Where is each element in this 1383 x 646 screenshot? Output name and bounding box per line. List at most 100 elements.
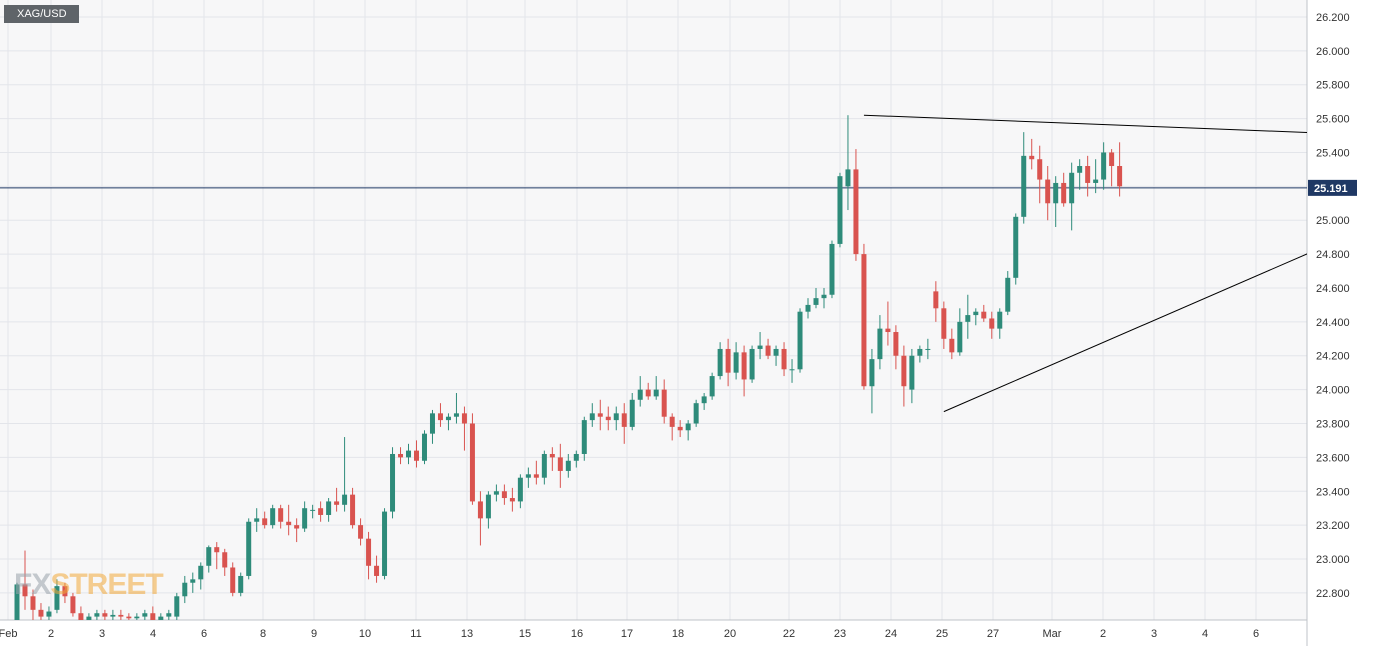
candle-body: [1061, 182, 1067, 204]
fxstreet-watermark-logo: FXSTREET: [14, 568, 164, 602]
candle-body: [677, 426, 683, 431]
candle-body: [525, 474, 531, 478]
x-tick-label: 23: [834, 628, 846, 640]
y-tick-label: 23.200: [1316, 520, 1350, 532]
y-tick-label: 24.200: [1316, 351, 1350, 363]
candle-body: [406, 450, 412, 458]
candle-body: [989, 318, 995, 329]
candle-body: [533, 474, 539, 478]
candle-body: [14, 584, 20, 620]
candle-body: [366, 538, 372, 566]
candle-body: [318, 508, 324, 515]
current-price-badge-arrow: [1308, 182, 1313, 193]
candle-body: [1021, 155, 1027, 217]
candle-body: [1069, 172, 1075, 204]
candle-body: [741, 352, 747, 380]
x-tick-label: 3: [99, 628, 105, 640]
x-tick-label: 4: [150, 628, 156, 640]
x-tick-label: 17: [621, 628, 633, 640]
x-tick-label: 22: [783, 628, 795, 640]
candle-body: [645, 389, 651, 397]
candle-body: [685, 423, 691, 431]
candle-body: [374, 565, 380, 576]
candle-body: [981, 311, 987, 319]
x-tick-label: 6: [201, 628, 207, 640]
candle-body: [757, 345, 763, 349]
y-tick-label: 23.000: [1316, 554, 1350, 566]
candle-body: [701, 396, 707, 404]
y-tick-label: 22.800: [1316, 588, 1350, 600]
x-tick-label: Feb: [0, 628, 17, 640]
candle-body: [429, 413, 435, 434]
candle-body: [246, 521, 252, 576]
candle-body: [661, 389, 667, 417]
x-tick-label: 15: [519, 628, 531, 640]
candle-body: [270, 508, 276, 526]
candle-body: [398, 453, 404, 458]
candle-body: [565, 460, 571, 471]
candle-body: [1013, 216, 1019, 278]
candle-body: [70, 596, 76, 614]
candle-body: [549, 453, 555, 458]
candle-body: [198, 565, 204, 580]
candle-body: [358, 525, 364, 539]
candle-body: [725, 348, 731, 373]
candle-body: [997, 311, 1003, 329]
candle-body: [1101, 152, 1107, 180]
plot-area: [0, 0, 1307, 620]
candle-body: [158, 616, 164, 620]
candle-body: [557, 457, 563, 471]
x-tick-label: 20: [724, 628, 736, 640]
candle-body: [238, 575, 244, 593]
candle-body: [278, 508, 284, 522]
x-tick-label: 8: [260, 628, 266, 640]
candle-body: [773, 348, 779, 356]
x-tick-label: 3: [1151, 628, 1157, 640]
candle-body: [390, 453, 396, 512]
candle-body: [853, 169, 859, 255]
candle-body: [134, 616, 140, 619]
candle-body: [733, 352, 739, 373]
candle-body: [94, 613, 100, 617]
candle-body: [861, 254, 867, 387]
candle-body: [829, 243, 835, 295]
candle-body: [437, 413, 443, 421]
candle-body: [30, 596, 36, 610]
candle-body: [206, 547, 212, 566]
x-tick-label: 6: [1253, 628, 1259, 640]
x-tick-label: 13: [461, 628, 473, 640]
candle-body: [166, 613, 172, 617]
candle-body: [190, 579, 196, 583]
candle-body: [1109, 152, 1115, 167]
y-tick-label: 23.400: [1316, 486, 1350, 498]
candle-body: [957, 321, 963, 353]
y-tick-label: 24.800: [1316, 249, 1350, 261]
candle-body: [789, 369, 795, 371]
candle-body: [917, 348, 923, 356]
candle-body: [1077, 166, 1083, 173]
candle-body: [414, 450, 419, 461]
candle-body: [589, 413, 595, 421]
candle-body: [350, 494, 356, 526]
candle-body: [182, 582, 188, 597]
current-price-badge: [1308, 179, 1357, 196]
candle-body: [461, 413, 467, 424]
x-tick-label: 11: [410, 628, 421, 640]
candle-body: [909, 355, 915, 390]
candle-body: [1037, 159, 1043, 180]
time-axis-area: [0, 620, 1307, 646]
candle-body: [765, 345, 771, 356]
candle-body: [54, 586, 60, 610]
candle-body: [1029, 155, 1035, 160]
candle-body: [669, 416, 675, 427]
x-tick-label: 9: [311, 628, 317, 640]
x-tick-label: 25: [936, 628, 948, 640]
candle-body: [1045, 179, 1051, 204]
y-tick-label: 24.600: [1316, 283, 1350, 295]
candle-body: [118, 614, 124, 617]
candle-body: [1053, 182, 1059, 204]
x-tick-label: 16: [571, 628, 583, 640]
candle-body: [541, 453, 547, 478]
candle-body: [517, 477, 523, 502]
